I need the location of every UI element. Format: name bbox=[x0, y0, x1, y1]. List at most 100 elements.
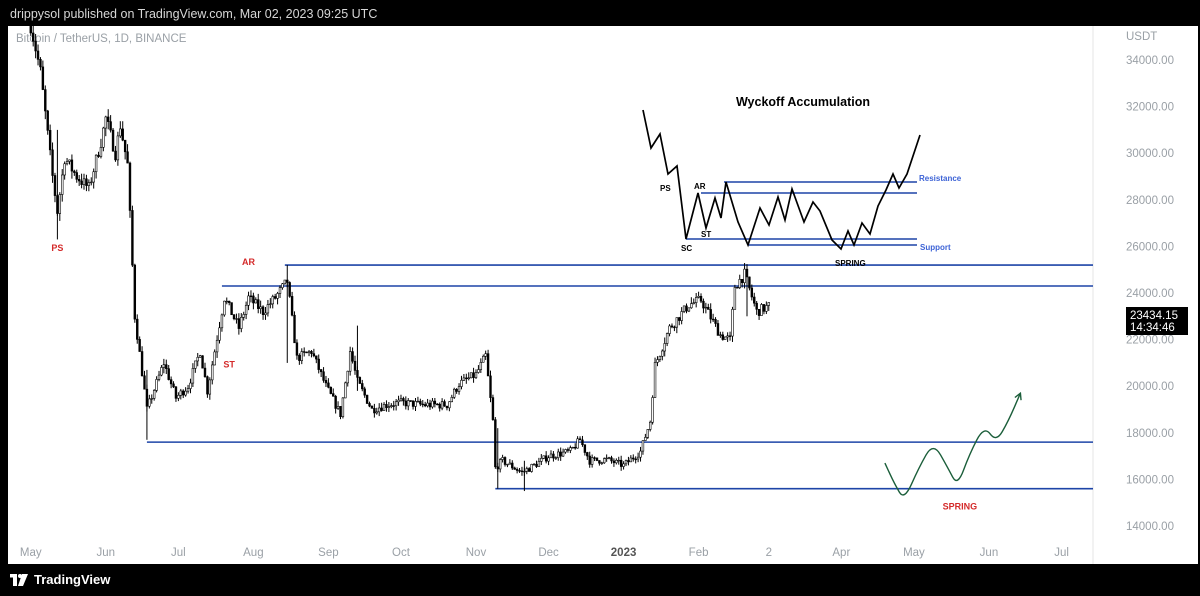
chart-area[interactable]: Bitcoin / TetherUS, 1D, BINANCE USDT 340… bbox=[8, 15, 1198, 564]
candle-body bbox=[629, 457, 633, 463]
x-tick-label: Feb bbox=[689, 547, 709, 559]
candle-body bbox=[445, 405, 449, 409]
candle-body bbox=[581, 439, 584, 446]
candle-body bbox=[196, 356, 199, 362]
candle-body bbox=[140, 351, 144, 377]
candle-body bbox=[767, 302, 770, 306]
candle-body bbox=[416, 400, 420, 403]
inset-ar-label: AR bbox=[694, 182, 706, 191]
candle-body bbox=[121, 128, 124, 141]
candle-body bbox=[295, 342, 299, 356]
candle-body bbox=[266, 304, 270, 314]
inset-spring-label: SPRING bbox=[835, 259, 866, 268]
last-price-value: 23434.15 bbox=[1130, 310, 1178, 322]
candle-body bbox=[535, 463, 538, 467]
candle-body bbox=[583, 444, 587, 453]
candle-body bbox=[148, 398, 151, 407]
candle-body bbox=[552, 453, 555, 459]
candle-body bbox=[128, 162, 132, 211]
candle-body bbox=[339, 406, 342, 417]
candle-body bbox=[310, 351, 313, 354]
candle-body bbox=[237, 318, 241, 329]
candle-body bbox=[189, 382, 192, 389]
candle-body bbox=[661, 350, 664, 357]
candle-body bbox=[656, 359, 659, 363]
candle-body bbox=[174, 386, 178, 399]
wyckoff-inset: Wyckoff Accumulation PS AR ST SC SPRING … bbox=[642, 95, 962, 268]
candle-body bbox=[491, 397, 495, 420]
candle-body bbox=[298, 354, 301, 361]
tradingview-logo[interactable]: TradingView bbox=[10, 572, 110, 587]
y-tick-label: 28000.00 bbox=[1126, 195, 1174, 207]
candle-body bbox=[165, 364, 168, 369]
candle-body bbox=[184, 390, 187, 396]
candle-body bbox=[39, 59, 42, 68]
candle-body bbox=[317, 358, 320, 370]
y-tick-label: 14000.00 bbox=[1126, 521, 1174, 533]
candle-body bbox=[312, 353, 316, 357]
candle-body bbox=[41, 66, 45, 90]
publish-text: drippysol published on TradingView.com, … bbox=[10, 7, 378, 21]
candle-body bbox=[276, 293, 279, 299]
price-chart[interactable]: Bitcoin / TetherUS, 1D, BINANCE USDT 340… bbox=[8, 15, 1198, 564]
candle-body bbox=[402, 398, 405, 402]
candle-body bbox=[762, 304, 766, 312]
candle-body bbox=[460, 379, 463, 387]
candle-body bbox=[624, 460, 628, 465]
candle-body bbox=[462, 377, 466, 381]
candle-body bbox=[605, 457, 608, 460]
candle-body bbox=[394, 401, 398, 407]
candle-body bbox=[433, 400, 437, 405]
x-axis: May Jun Jul Aug Sep Oct Nov Dec 2023 Feb 2 Apr May Ju… bbox=[20, 547, 1069, 559]
candle-body bbox=[230, 302, 233, 316]
candle-body bbox=[692, 302, 695, 304]
footer-bar: TradingView bbox=[0, 564, 1200, 596]
candle-body bbox=[322, 371, 325, 381]
candle-body bbox=[77, 179, 81, 182]
x-tick-label: Oct bbox=[392, 547, 411, 559]
candle-body bbox=[378, 407, 381, 413]
projection-path[interactable] bbox=[884, 391, 1022, 496]
candle-body bbox=[755, 302, 758, 310]
candle-body bbox=[409, 400, 412, 402]
candle-body bbox=[63, 163, 66, 176]
candle-body bbox=[627, 460, 630, 463]
candle-body bbox=[302, 351, 306, 353]
candle-body bbox=[315, 355, 318, 360]
y-axis: 34000.00 32000.00 30000.00 28000.00 26000.00… bbox=[1126, 55, 1174, 533]
candle-body bbox=[622, 463, 625, 467]
candle-body bbox=[373, 408, 376, 414]
candle-body bbox=[179, 390, 182, 396]
candle-body bbox=[126, 151, 129, 164]
candle-body bbox=[90, 181, 93, 184]
tradingview-brand: TradingView bbox=[34, 572, 111, 587]
candle-body bbox=[682, 305, 686, 312]
candle-body bbox=[554, 457, 558, 459]
annotation-st: ST bbox=[223, 360, 235, 370]
candle-body bbox=[699, 295, 703, 302]
annotation-ps: PS bbox=[51, 243, 63, 253]
candle-body bbox=[242, 314, 245, 318]
candle-body bbox=[85, 178, 88, 186]
horizontal-levels[interactable] bbox=[146, 264, 1093, 490]
candle-body bbox=[119, 128, 122, 137]
y-tick-label: 16000.00 bbox=[1126, 474, 1174, 486]
candle-body bbox=[603, 458, 606, 464]
candle-body bbox=[651, 397, 654, 423]
y-tick-label: 22000.00 bbox=[1126, 335, 1174, 347]
candle-body bbox=[704, 306, 708, 309]
candle-body bbox=[506, 463, 509, 466]
candle-body bbox=[566, 449, 570, 451]
candle-body bbox=[203, 367, 207, 377]
candle-body bbox=[467, 377, 470, 380]
candle-body bbox=[528, 468, 531, 472]
candle-body bbox=[390, 405, 393, 407]
candle-body bbox=[513, 467, 516, 470]
candle-body bbox=[278, 287, 282, 294]
candle-body bbox=[82, 178, 86, 185]
candle-body bbox=[709, 309, 712, 320]
candle-body bbox=[269, 303, 272, 305]
candle-body bbox=[407, 400, 410, 407]
candle-body bbox=[716, 323, 720, 336]
candle-body bbox=[344, 382, 347, 399]
